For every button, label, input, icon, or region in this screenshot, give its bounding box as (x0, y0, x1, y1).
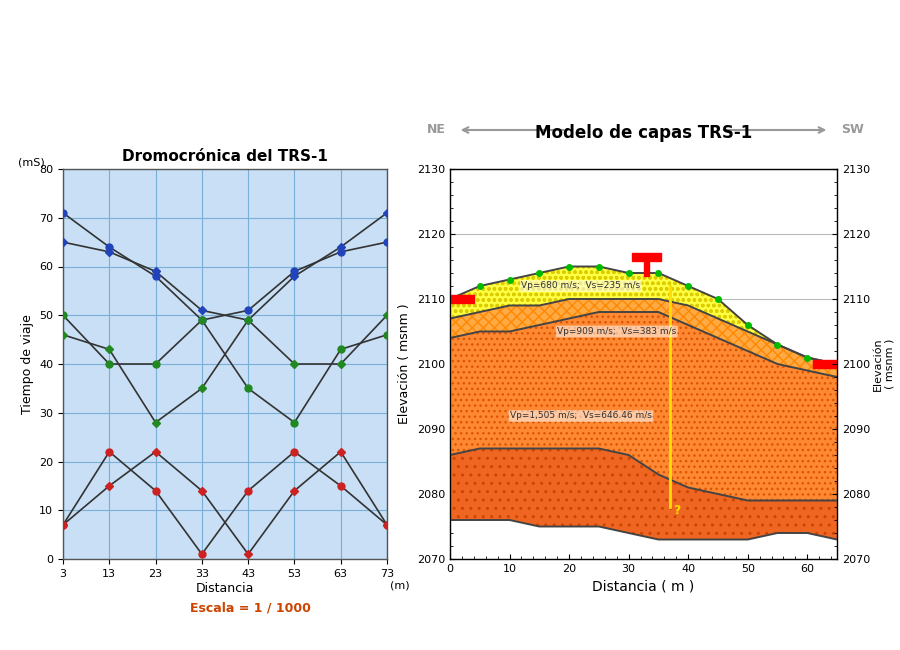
X-axis label: Distancia ( m ): Distancia ( m ) (592, 579, 695, 593)
Text: Vp=909 m/s;  Vs=383 m/s: Vp=909 m/s; Vs=383 m/s (557, 327, 676, 336)
Y-axis label: Elevación
( msnm ): Elevación ( msnm ) (873, 337, 895, 391)
Text: (m): (m) (391, 580, 410, 590)
FancyBboxPatch shape (632, 253, 662, 261)
Title: Modelo de capas TRS-1: Modelo de capas TRS-1 (535, 124, 752, 142)
Text: Vp=680 m/s;  Vs=235 m/s: Vp=680 m/s; Vs=235 m/s (521, 281, 641, 291)
Polygon shape (450, 312, 837, 500)
Text: Vp=1,505 m/s;  Vs=646.46 m/s: Vp=1,505 m/s; Vs=646.46 m/s (510, 411, 652, 421)
Text: ?: ? (672, 504, 680, 517)
FancyBboxPatch shape (644, 257, 650, 276)
FancyBboxPatch shape (444, 295, 473, 303)
Polygon shape (450, 299, 837, 377)
Polygon shape (450, 448, 837, 540)
Y-axis label: Tiempo de viaje: Tiempo de viaje (21, 314, 33, 414)
Text: Escala = 1 / 1000: Escala = 1 / 1000 (191, 602, 311, 615)
Text: (mS): (mS) (18, 157, 44, 167)
FancyBboxPatch shape (814, 360, 843, 368)
Polygon shape (450, 266, 837, 364)
Title: Dromocrónica del TRS-1: Dromocrónica del TRS-1 (122, 149, 328, 164)
Text: SW: SW (841, 124, 864, 136)
Y-axis label: Elevación ( msnm ): Elevación ( msnm ) (399, 304, 411, 424)
X-axis label: Distancia: Distancia (196, 582, 254, 595)
Text: NE: NE (428, 124, 446, 136)
